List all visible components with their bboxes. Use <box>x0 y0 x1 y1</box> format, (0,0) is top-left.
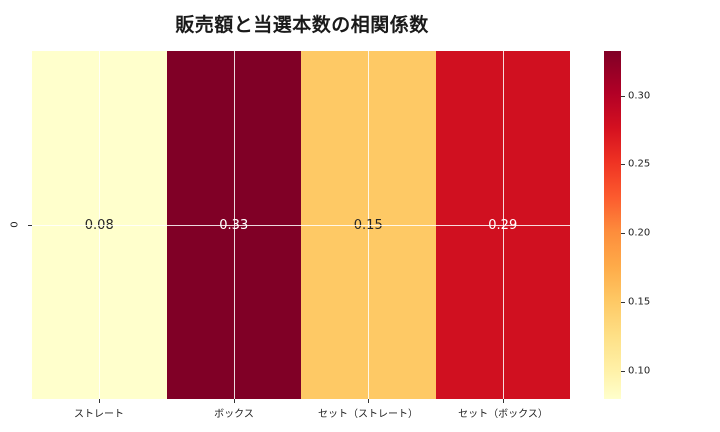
colorbar-tick <box>621 233 625 234</box>
x-axis-tick <box>99 399 100 403</box>
colorbar-tick <box>621 164 625 165</box>
chart-title: 販売額と当選本数の相関係数 <box>175 14 429 36</box>
colorbar <box>604 51 621 399</box>
colorbar-tick-label: 0.30 <box>628 90 651 102</box>
grid-line-horizontal <box>32 225 570 226</box>
x-axis-tick <box>503 399 504 403</box>
x-axis-label-box: ボックス <box>214 409 254 420</box>
y-axis-tick-label: 0 <box>9 221 21 228</box>
y-axis-tick <box>28 225 32 226</box>
x-axis-label-straight: ストレート <box>74 409 124 420</box>
colorbar-tick-label: 0.20 <box>628 227 651 239</box>
colorbar-tick <box>621 371 625 372</box>
colorbar-tick-label: 0.25 <box>628 158 651 170</box>
colorbar-tick-label: 0.10 <box>628 365 651 377</box>
x-axis-tick <box>368 399 369 403</box>
colorbar-tick <box>621 96 625 97</box>
x-axis-tick <box>234 399 235 403</box>
x-axis-label-set-straight: セット（ストレート） <box>318 409 418 420</box>
x-axis-label-set-box: セット（ボックス） <box>458 409 548 420</box>
colorbar-tick <box>621 302 625 303</box>
colorbar-tick-label: 0.15 <box>628 296 651 308</box>
